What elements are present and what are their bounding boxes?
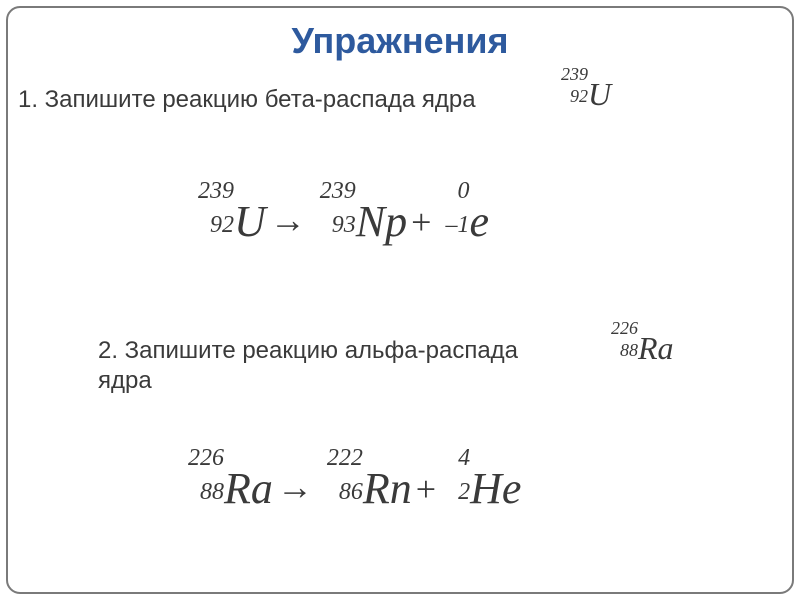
question-2-text: 2. Запишите реакцию альфа-распада ядра xyxy=(98,336,518,396)
eq2-reactant: 226 88 Ra xyxy=(224,463,273,514)
arrow-icon: → xyxy=(270,199,306,241)
mass-number: 239 xyxy=(310,178,356,205)
eq2-product: 222 86 Rn xyxy=(363,463,412,514)
equation-1: 239 92 U → 239 93 Np + 0 –1 e xyxy=(188,196,489,247)
mass-number: 226 xyxy=(608,318,638,339)
atomic-number: 92 xyxy=(188,212,234,239)
element-symbol: e xyxy=(469,196,489,247)
eq2-particle: 4 2 He xyxy=(470,463,521,514)
mass-number: 0 xyxy=(435,178,469,205)
element-symbol: U xyxy=(588,76,611,113)
mass-number: 239 xyxy=(188,178,234,205)
atomic-number: 88 xyxy=(178,479,224,506)
element-symbol: U xyxy=(234,196,266,247)
element-symbol: Ra xyxy=(224,463,273,514)
element-symbol: He xyxy=(470,463,521,514)
atomic-number: 88 xyxy=(608,340,638,361)
mass-number: 239 xyxy=(558,64,588,85)
equation-2: 226 88 Ra → 222 86 Rn + 4 2 He xyxy=(178,463,521,514)
atomic-number: 92 xyxy=(558,86,588,107)
plus-op: + xyxy=(416,468,436,510)
q2-line2: ядра xyxy=(98,367,152,394)
arrow-icon: → xyxy=(277,466,313,508)
mass-number: 4 xyxy=(440,445,470,472)
atomic-number: 2 xyxy=(440,479,470,506)
element-symbol: Ra xyxy=(638,330,674,367)
slide-title: Упражнения xyxy=(8,20,792,62)
atomic-number: 93 xyxy=(310,212,356,239)
atomic-number: –1 xyxy=(435,212,469,239)
q2-nuclide: 226 88 Ra xyxy=(638,330,674,367)
eq1-reactant: 239 92 U xyxy=(234,196,266,247)
plus-op: + xyxy=(411,201,431,243)
eq1-product: 239 93 Np xyxy=(356,196,407,247)
atomic-number: 86 xyxy=(317,479,363,506)
question-1-text: 1. Запишите реакцию бета-распада ядра xyxy=(18,86,476,114)
q2-line1: 2. Запишите реакцию альфа-распада xyxy=(98,337,518,364)
element-symbol: Rn xyxy=(363,463,412,514)
slide-frame: Упражнения 1. Запишите реакцию бета-расп… xyxy=(6,6,794,594)
mass-number: 222 xyxy=(317,445,363,472)
element-symbol: Np xyxy=(356,196,407,247)
eq1-particle: 0 –1 e xyxy=(469,196,489,247)
q1-nuclide: 239 92 U xyxy=(588,76,611,113)
mass-number: 226 xyxy=(178,445,224,472)
